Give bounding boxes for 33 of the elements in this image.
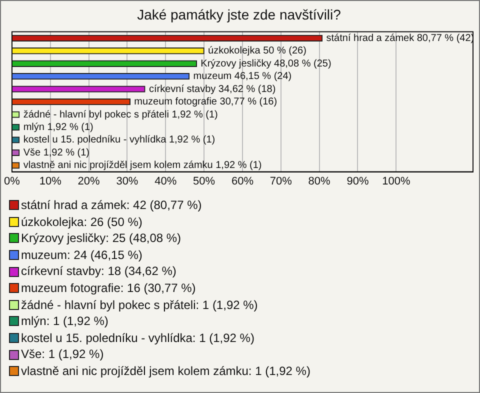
x-tick-label: 10% <box>39 175 62 188</box>
x-tick-label: 100% <box>382 175 410 188</box>
x-tick-label: 70% <box>270 175 292 188</box>
x-tick-label: 90% <box>346 175 369 188</box>
data-label: vlastně ani nic projížděl jsem kolem zámku 1,92 % (1) <box>23 160 262 172</box>
text: církevní stavby: 18 (34,62 %) <box>21 263 176 280</box>
data-label: kostel u 15. poledníku - vyhlídka 1,92 % (1) <box>23 134 216 146</box>
x-tick-label: 60% <box>231 175 254 188</box>
x-tick-label: 0% <box>4 175 20 188</box>
data-label: Krýzovy jesličky 48,08 % (25) <box>200 58 332 70</box>
x-tick-label: 50% <box>193 175 216 188</box>
data-label: úzkokolejka 50 % (26) <box>208 46 306 57</box>
text: kostel u 15. poledníku - vyhlídka: 1 (1,92 %) <box>21 330 254 346</box>
chart-title: Jaké památky jste zde navštívili? <box>137 6 342 22</box>
x-tick-label: 80% <box>308 175 331 188</box>
data-label: mlýn 1,92 % (1) <box>23 122 94 134</box>
data-label: Vše 1,92 % (1) <box>23 147 90 158</box>
text: Vše: 1 (1,92 %) <box>21 346 104 363</box>
data-label: muzeum fotografie 30,77 % (16) <box>134 96 278 108</box>
text: muzeum fotografie: 16 (30,77 %) <box>21 280 196 297</box>
text: státní hrad a zámek: 42 (80,77 %) <box>21 197 202 214</box>
x-tick-label: 30% <box>116 175 138 188</box>
text: muzeum: 24 (46,15 %) <box>21 246 142 264</box>
text: žádné - hlavní byl pokec s přáteli: 1 (1,92 %) <box>21 296 258 314</box>
data-label: muzeum 46,15 % (24) <box>193 71 292 82</box>
text: Krýzovy jesličky: 25 (48,08 %) <box>21 230 182 247</box>
data-label: žádné - hlavní byl pokec s přáteli 1,92 % (1) <box>23 109 218 120</box>
text: úzkokolejka: 26 (50 %) <box>21 214 142 230</box>
data-label: církevní stavby 34,62 % (18) <box>148 84 276 95</box>
text: mlýn: 1 (1,92 %) <box>21 313 108 330</box>
text: vlastně ani nic projížděl jsem kolem zámku: 1 (1,92 %) <box>21 362 310 380</box>
x-tick-label: 40% <box>154 175 177 188</box>
x-tick-label: 20% <box>78 175 100 188</box>
